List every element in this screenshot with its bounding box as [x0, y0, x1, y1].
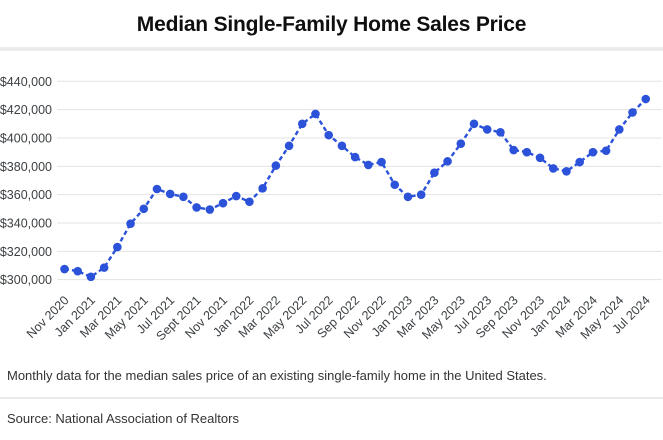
data-point[interactable]: May 2022: $410,000 — [297, 119, 307, 129]
data-point[interactable]: Jun 2023: $410,000 — [469, 119, 479, 129]
chart-caption: Monthly data for the median sales price … — [7, 368, 547, 383]
source-credit: Source: National Association of Realtors — [7, 411, 239, 426]
data-point[interactable]: Feb 2022: $364,500 — [258, 183, 267, 193]
data-point[interactable]: Sep 2021: $351,000 — [192, 203, 201, 212]
price-chart-figure: $300,000 $320,000 $340,000 $360,000 $380,000… — [0, 51, 663, 358]
data-point[interactable]: Feb 2024: $383,000 — [575, 157, 584, 167]
data-point[interactable]: Dec 2023: $378,500 — [548, 164, 558, 173]
data-point[interactable]: Nov 2021: $354,000 — [218, 198, 228, 208]
data-point[interactable]: Apr 2021: $339,500 — [126, 219, 135, 229]
data-point[interactable]: Dec 2021: $359,000 — [231, 191, 241, 201]
chart-title: Median Single-Family Home Sales Price — [136, 13, 527, 36]
data-point[interactable]: Aug 2022: $394,500 — [337, 141, 347, 151]
caption-divider — [0, 397, 663, 399]
data-point[interactable]: Jan 2021: $302,000 — [86, 272, 96, 282]
data-point[interactable]: Mar 2022: $380,500 — [271, 161, 281, 170]
data-point[interactable]: Apr 2022: $394,500 — [284, 141, 294, 151]
y-tick-label: $420,000 — [0, 103, 52, 117]
y-tick-label: $360,000 — [0, 188, 52, 202]
data-point[interactable]: Jun 2022: $417,000 — [311, 109, 320, 119]
data-point[interactable]: Jul 2023: $406,000 — [482, 125, 492, 134]
data-point[interactable]: Aug 2023: $404,000 — [496, 128, 505, 137]
data-point[interactable]: Jul 2021: $360,500 — [165, 189, 175, 199]
data-point[interactable]: Apr 2023: $383,500 — [443, 157, 452, 166]
data-point[interactable]: Nov 2020: $307,500 — [60, 264, 69, 274]
data-point[interactable]: Sep 2022: $386,500 — [350, 152, 360, 162]
data-point[interactable]: Jul 2022: $402,000 — [324, 130, 334, 140]
data-point[interactable]: May 2024: $406,000 — [615, 125, 624, 134]
data-point[interactable]: Jan 2022: $355,000 — [245, 197, 254, 207]
data-point[interactable]: Jun 2024: $418,000 — [628, 108, 637, 117]
data-point[interactable]: Mar 2023: $375,500 — [430, 168, 439, 177]
title-divider — [0, 47, 663, 51]
data-point[interactable]: Aug 2021: $358,500 — [179, 192, 188, 202]
data-point[interactable]: Jun 2021: $364,000 — [152, 184, 162, 194]
data-point[interactable]: Feb 2021: $308,500 — [99, 263, 109, 272]
data-point[interactable]: Jan 2024: $376,500 — [562, 166, 571, 176]
y-tick-label: $300,000 — [0, 273, 52, 287]
data-point[interactable]: Mar 2021: $323,000 — [113, 242, 122, 252]
y-tick-label: $400,000 — [0, 131, 52, 145]
data-point[interactable]: Oct 2022: $381,000 — [364, 160, 373, 170]
data-line — [64, 98, 647, 279]
data-point[interactable]: Feb 2023: $360,000 — [416, 190, 426, 199]
data-point[interactable]: Sep 2023: $391,500 — [509, 145, 518, 155]
data-point[interactable]: Mar 2024: $390,000 — [588, 147, 598, 157]
data-point[interactable]: Apr 2024: $391,000 — [601, 146, 611, 156]
data-point[interactable]: Jul 2024: $427,500 — [641, 94, 651, 104]
data-point[interactable]: Dec 2020: $306,000 — [73, 266, 83, 276]
y-tick-label: $320,000 — [0, 245, 52, 259]
data-point[interactable]: Oct 2021: $349,500 — [205, 205, 215, 214]
data-point[interactable]: May 2021: $350,000 — [139, 204, 149, 214]
data-point[interactable]: Nov 2023: $386,000 — [535, 153, 545, 163]
line-chart: $300,000 $320,000 $340,000 $360,000 $380,000… — [0, 75, 662, 343]
y-tick-label: $340,000 — [0, 217, 52, 231]
y-tick-label: $440,000 — [0, 75, 52, 89]
y-tick-label: $380,000 — [0, 160, 52, 174]
data-point[interactable]: Oct 2023: $390,000 — [522, 147, 532, 157]
data-point[interactable]: Nov 2022: $383,000 — [377, 157, 386, 167]
data-point[interactable]: Dec 2022: $367,000 — [390, 180, 400, 190]
data-point[interactable]: Jan 2023: $358,500 — [403, 192, 413, 202]
data-point[interactable]: May 2023: $396,000 — [456, 139, 466, 148]
